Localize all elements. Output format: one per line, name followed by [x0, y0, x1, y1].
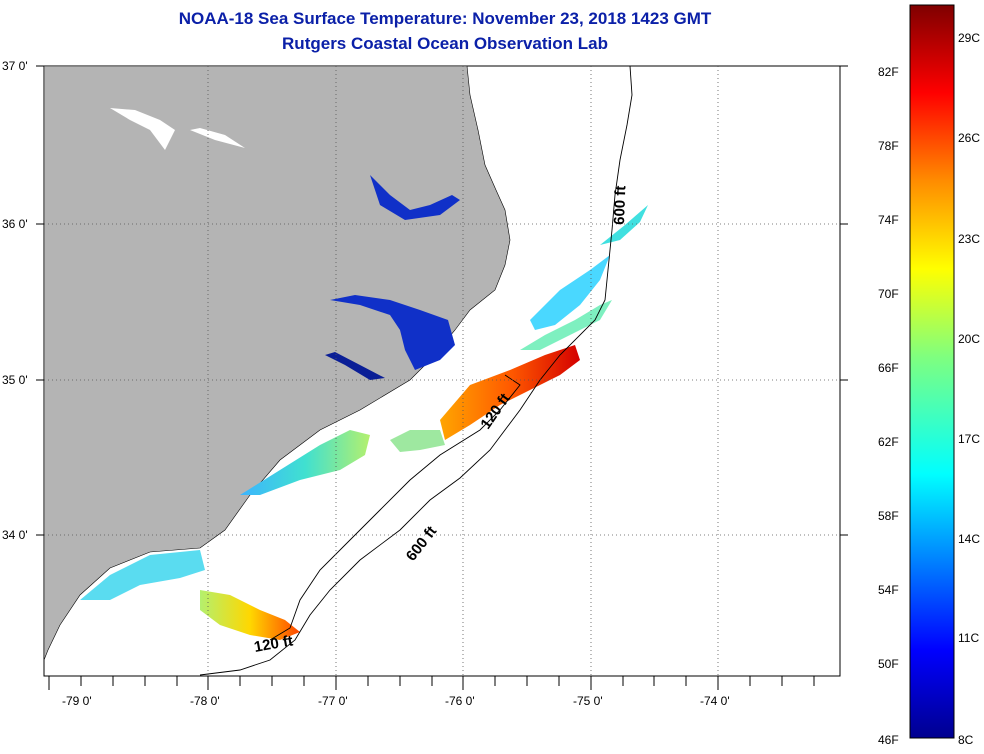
tick-marks [36, 65, 848, 690]
svg-text:50F: 50F [878, 657, 899, 671]
svg-text:62F: 62F [878, 435, 899, 449]
lon-label-77: -77 0' [318, 694, 348, 708]
svg-text:74F: 74F [878, 213, 899, 227]
lon-label-75: -75 0' [573, 694, 603, 708]
svg-text:23C: 23C [958, 232, 980, 246]
isobath-lines [199, 65, 633, 676]
contour-label-600ft-north: 600 ft [611, 185, 629, 225]
lat-label-36: 36 0' [2, 217, 28, 231]
map-subtitle: Rutgers Coastal Ocean Observation Lab [282, 34, 608, 53]
colorbar-f-labels: 82F 78F 74F 70F 66F 62F 58F 54F 50F 46F [878, 65, 899, 747]
svg-text:17C: 17C [958, 432, 980, 446]
lat-label-37: 37 0' [2, 59, 28, 73]
svg-text:58F: 58F [878, 509, 899, 523]
lon-label-76: -76 0' [445, 694, 475, 708]
colorbar-c-labels: 29C 26C 23C 20C 17C 14C 11C 8C [958, 31, 980, 747]
svg-text:26C: 26C [958, 131, 980, 145]
gridlines [44, 66, 840, 676]
svg-text:66F: 66F [878, 361, 899, 375]
svg-text:54F: 54F [878, 583, 899, 597]
svg-text:78F: 78F [878, 139, 899, 153]
lat-label-34: 34 0' [2, 528, 28, 542]
svg-text:8C: 8C [958, 733, 974, 747]
svg-text:29C: 29C [958, 31, 980, 45]
contour-label-120ft-south: 120 ft [253, 632, 295, 656]
lon-label-79: -79 0' [62, 694, 92, 708]
svg-text:20C: 20C [958, 332, 980, 346]
svg-text:70F: 70F [878, 287, 899, 301]
lat-label-35: 35 0' [2, 373, 28, 387]
svg-text:14C: 14C [958, 532, 980, 546]
svg-text:82F: 82F [878, 65, 899, 79]
map-title: NOAA-18 Sea Surface Temperature: Novembe… [178, 9, 712, 28]
land-mass [43, 65, 511, 661]
lon-label-78: -78 0' [190, 694, 220, 708]
svg-text:11C: 11C [958, 631, 979, 645]
sound-water [110, 108, 460, 380]
colorbar [909, 4, 955, 739]
lon-label-74: -74 0' [700, 694, 730, 708]
sst-patches [80, 205, 648, 640]
svg-text:46F: 46F [878, 733, 899, 747]
